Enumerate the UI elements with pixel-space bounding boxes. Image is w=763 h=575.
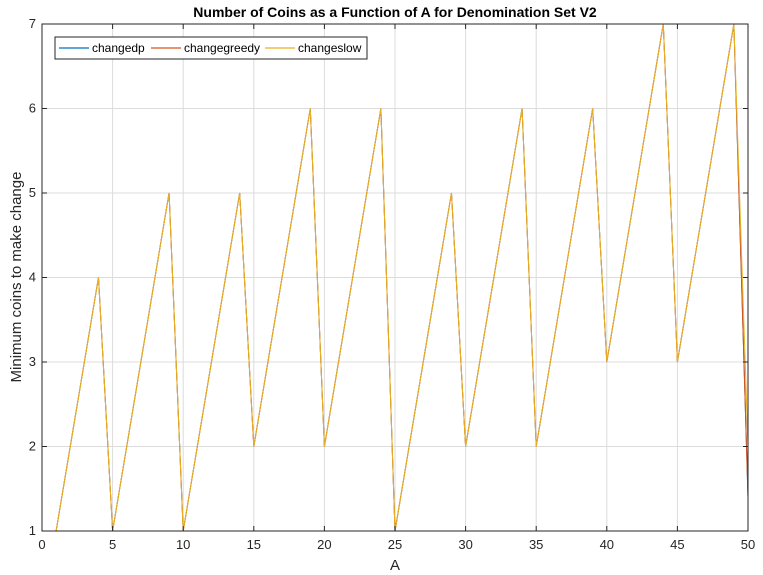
series-lines [55,23,749,532]
x-tick-label: 40 [600,537,614,552]
y-tick-label: 4 [29,270,36,285]
x-tick-label: 5 [109,537,116,552]
x-tick-label: 50 [741,537,755,552]
legend-label-changegreedy: changegreedy [184,41,260,55]
x-tick-label: 35 [529,537,543,552]
legend-box [54,36,368,60]
x-tick-label: 20 [317,537,331,552]
y-tick-label: 5 [29,185,36,200]
y-tick-label: 1 [29,523,36,538]
chart-title: Number of Coins as a Function of A for D… [193,4,597,20]
x-tick-label: 30 [458,537,472,552]
y-tick-label: 7 [29,16,36,31]
y-tick-label: 2 [29,439,36,454]
x-tick-label: 15 [247,537,261,552]
axis-ticks [41,23,749,532]
x-axis-title: A [390,557,400,574]
x-tick-label: 45 [670,537,684,552]
y-axis-title: Minimum coins to make change [8,172,25,383]
legend-label-changeslow: changeslow [298,41,362,55]
series-line-changeslow [55,23,749,532]
x-tick-label: 25 [388,537,402,552]
y-tick-label: 6 [29,101,36,116]
y-tick-label: 3 [29,354,36,369]
x-tick-label: 10 [176,537,190,552]
x-tick-label: 0 [38,537,45,552]
legend-label-changedp: changedp [92,41,145,55]
legend: changedp changegreedy changeslow [54,36,368,60]
